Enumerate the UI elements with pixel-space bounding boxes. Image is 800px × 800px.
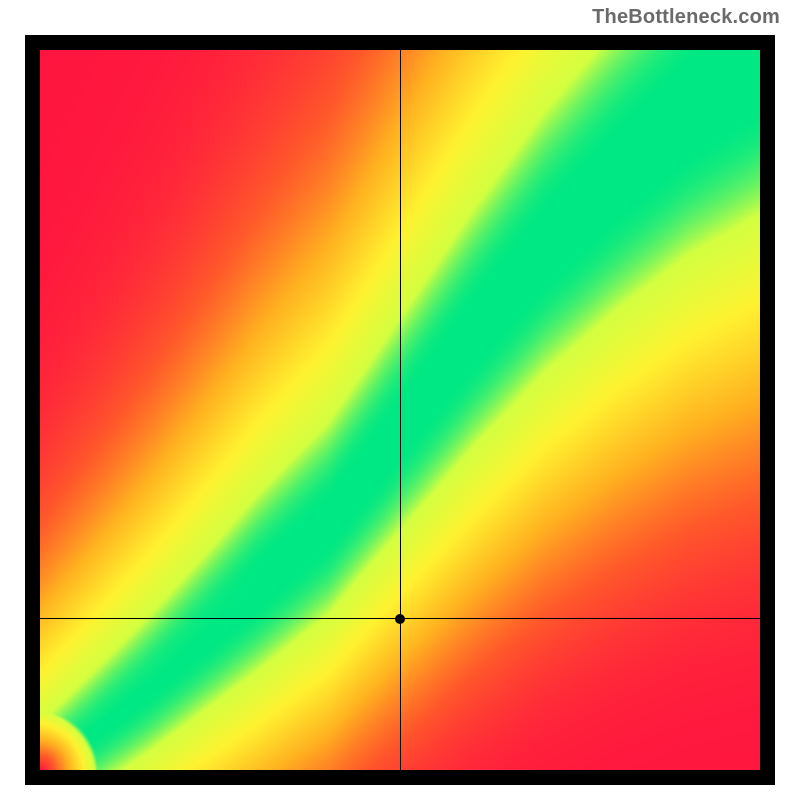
crosshair-vertical — [400, 50, 401, 770]
data-point-marker — [395, 614, 405, 624]
attribution-text: TheBottleneck.com — [592, 6, 780, 29]
chart-container: TheBottleneck.com — [0, 0, 800, 800]
